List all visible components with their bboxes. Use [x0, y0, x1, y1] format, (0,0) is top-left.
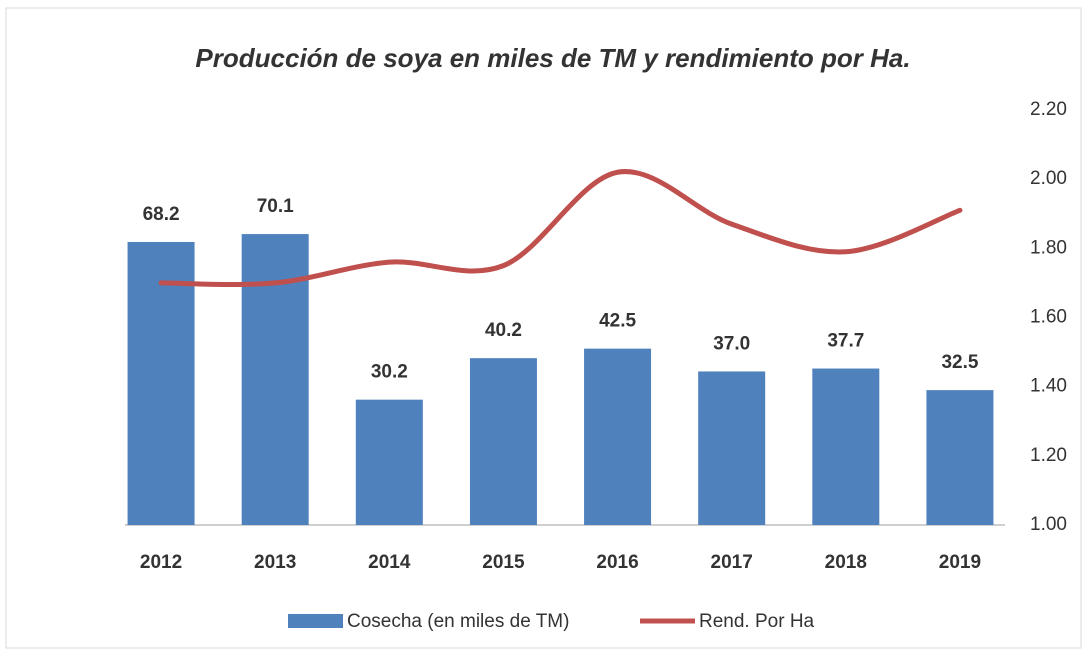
- y2-tick-label: 2.20: [1030, 99, 1067, 120]
- data-label: 30.2: [371, 362, 408, 383]
- legend-swatch: [288, 614, 343, 628]
- x-tick-label: 2017: [711, 552, 753, 573]
- bar: [127, 241, 195, 525]
- x-tick-label: 2016: [596, 552, 638, 573]
- y2-tick-label: 1.40: [1030, 376, 1067, 397]
- x-tick-label: 2018: [825, 552, 867, 573]
- y2-tick-label: 1.00: [1030, 514, 1067, 535]
- y2-tick-label: 1.80: [1030, 237, 1067, 258]
- data-label: 42.5: [599, 311, 636, 332]
- data-label: 40.2: [485, 320, 522, 341]
- x-tick-label: 2019: [939, 552, 981, 573]
- bar: [812, 368, 880, 525]
- bar: [469, 358, 537, 525]
- x-tick-label: 2012: [140, 552, 182, 573]
- line: [158, 169, 963, 287]
- data-label: 32.5: [941, 352, 978, 373]
- data-label: 37.7: [827, 331, 864, 352]
- data-label: 37.0: [713, 333, 750, 354]
- bar: [698, 371, 766, 525]
- bar: [584, 348, 652, 525]
- bar: [926, 390, 994, 525]
- y2-tick-label: 2.00: [1030, 168, 1067, 189]
- data-label: 70.1: [257, 196, 294, 217]
- x-tick-label: 2015: [482, 552, 525, 573]
- y2-tick-label: 1.20: [1030, 445, 1067, 466]
- data-label: 68.2: [143, 204, 180, 225]
- legend-label: Rend. Por Ha: [699, 611, 815, 632]
- legend-label: Cosecha (en miles de TM): [347, 611, 569, 632]
- y2-tick-label: 1.60: [1030, 307, 1067, 328]
- chart-title: Producción de soya en miles de TM y rend…: [195, 43, 910, 73]
- x-tick-label: 2014: [368, 552, 411, 573]
- x-tick-label: 2013: [254, 552, 296, 573]
- bar: [355, 399, 423, 525]
